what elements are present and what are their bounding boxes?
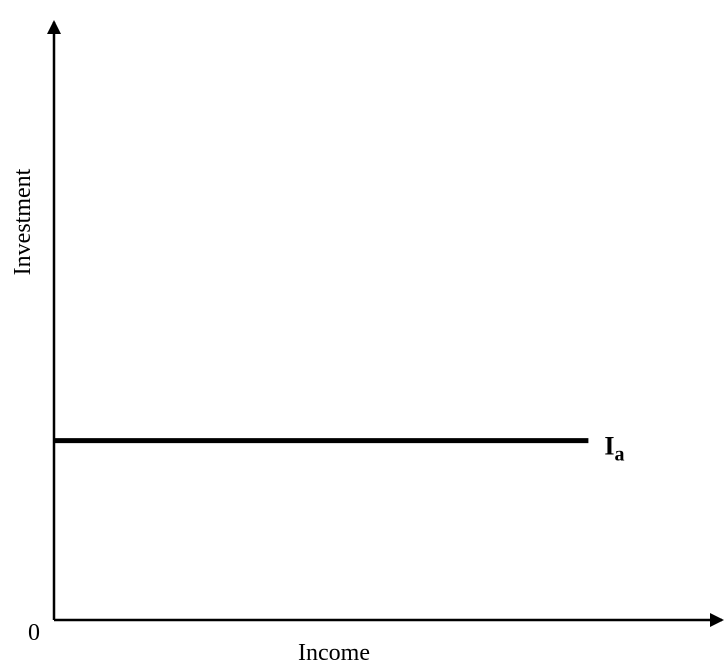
series-label-0: Ia xyxy=(604,432,624,466)
series-label-main-0: I xyxy=(604,432,614,461)
y-axis-label: Investment xyxy=(10,168,36,275)
x-axis-label: Income xyxy=(298,640,370,666)
series-label-subscript-0: a xyxy=(615,444,625,466)
series-layer: Ia xyxy=(54,432,625,466)
origin-label: 0 xyxy=(28,620,40,646)
